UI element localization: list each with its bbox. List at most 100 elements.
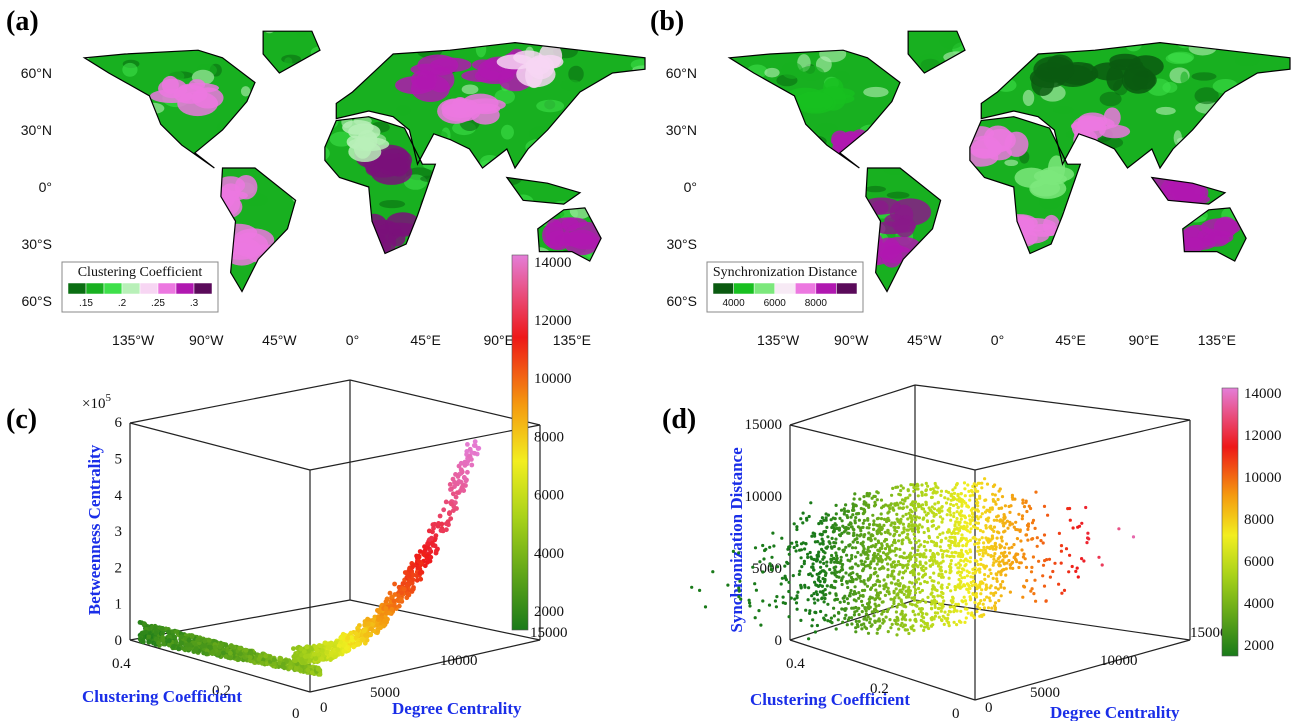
scatter-point [855, 537, 858, 540]
scatter-point [462, 476, 467, 481]
scatter-point [808, 515, 811, 518]
scatter-point [859, 594, 862, 597]
scatter-point [816, 540, 819, 543]
texture [608, 217, 620, 224]
texture [844, 203, 854, 210]
z-tick-label: 10000 [745, 489, 783, 505]
texture [476, 40, 487, 57]
scatter-point [979, 599, 982, 602]
scatter-point [953, 492, 956, 495]
scatter-point [844, 614, 847, 617]
texture [610, 202, 633, 218]
texture [53, 38, 69, 44]
scatter-point [862, 495, 865, 498]
scatter-point [795, 549, 798, 552]
legend-swatch [68, 283, 86, 294]
scatter-point [898, 507, 901, 510]
scatter-point [1002, 568, 1005, 571]
scatter-point [809, 551, 812, 554]
scatter-point [969, 530, 972, 533]
legend-title: Synchronization Distance [713, 265, 857, 280]
scatter-point [879, 555, 882, 558]
texture [984, 23, 1002, 31]
scatter-point [228, 651, 233, 656]
texture [1141, 191, 1153, 206]
scatter-point [1065, 547, 1068, 550]
scatter-point [930, 496, 933, 499]
legend-swatch [775, 283, 796, 294]
texture [1156, 107, 1176, 115]
z-axis-label: Betweenness Centrality [85, 444, 104, 615]
scatter-point [812, 532, 815, 535]
texture [439, 228, 464, 239]
scatter-point [904, 613, 907, 616]
legend-swatch [176, 283, 194, 294]
scatter-point [866, 504, 869, 507]
scatter-point [451, 477, 456, 482]
patch [1077, 117, 1115, 131]
texture [554, 164, 562, 174]
scatter-point [976, 490, 979, 493]
scatter-point [868, 523, 871, 526]
texture [565, 272, 591, 289]
scatter-point [761, 544, 764, 547]
scatter-point [929, 576, 932, 579]
scatter-point [1034, 527, 1037, 530]
scatter-point [980, 486, 983, 489]
scatter-point [981, 549, 984, 552]
texture [619, 42, 637, 56]
scatter-point [949, 503, 952, 506]
scatter-point [981, 536, 984, 539]
scatter-point [316, 667, 321, 672]
scatter-point [907, 563, 910, 566]
scatter-point [912, 565, 915, 568]
scatter-point [790, 542, 793, 545]
scatter-point [855, 534, 858, 537]
scatter-point [959, 621, 962, 624]
scatter-point [987, 606, 990, 609]
scatter-point [819, 590, 822, 593]
texture [763, 45, 774, 53]
texture [764, 68, 779, 78]
scatter-point [854, 562, 857, 565]
scatter-point [465, 470, 470, 475]
scatter-point [1005, 542, 1008, 545]
scatter-point [467, 454, 472, 459]
texture [573, 171, 584, 182]
scatter-point [356, 642, 361, 647]
texture [85, 230, 100, 244]
scatter-point [738, 580, 741, 583]
scatter-point [850, 616, 853, 619]
scatter-point [899, 493, 902, 496]
scatter-point [859, 527, 862, 530]
scatter-point [1078, 525, 1081, 528]
scatter-point [841, 621, 844, 624]
texture [788, 129, 806, 137]
z-tick-label: 4 [115, 488, 123, 504]
scatter-point [949, 519, 952, 522]
scatter-point [895, 616, 898, 619]
scatter-point [879, 625, 882, 628]
scatter-point [865, 551, 868, 554]
scatter-point [874, 589, 877, 592]
scatter-point [751, 566, 754, 569]
scatter-point [820, 522, 823, 525]
scatter-point [861, 543, 864, 546]
scatter-point [799, 619, 802, 622]
texture [346, 2, 356, 19]
scatter-point [905, 513, 908, 516]
texture [985, 282, 1006, 298]
scatter-point [998, 520, 1001, 523]
scatter-point [892, 509, 895, 512]
colorbar [1222, 388, 1238, 656]
scatter-point [854, 626, 857, 629]
scatter-point [1025, 510, 1028, 513]
scatter-point [901, 576, 904, 579]
scatter-point [966, 574, 969, 577]
scatter-point [950, 532, 953, 535]
scatter-point [959, 574, 962, 577]
legend-swatch [754, 283, 775, 294]
scatter-point [897, 579, 900, 582]
scatter-point [811, 618, 814, 621]
scatter-point [970, 489, 973, 492]
